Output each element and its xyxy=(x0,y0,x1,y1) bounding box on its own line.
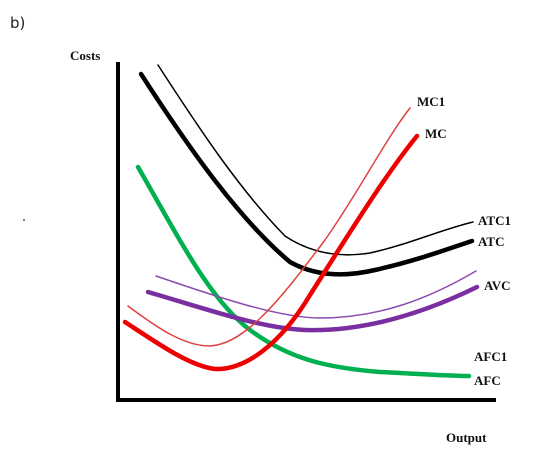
curve-label-atc1: ATC1 xyxy=(478,213,511,228)
x-axis-label: Output xyxy=(446,430,487,445)
curve-label-avc: AVC xyxy=(484,278,511,293)
curve-label-afc: AFC xyxy=(474,373,501,388)
stray-dot xyxy=(23,219,25,221)
part-label: b) xyxy=(10,14,26,32)
avc-curve xyxy=(145,284,480,333)
atc-curve xyxy=(138,71,475,277)
curve-label-mc: MC xyxy=(425,126,447,141)
afc-curve xyxy=(135,164,472,379)
avc1-curve xyxy=(155,270,477,319)
mc-curve xyxy=(122,133,420,372)
curve-label-afc1: AFC1 xyxy=(474,349,507,364)
atc1-curve xyxy=(157,64,474,256)
mc1-curve xyxy=(127,107,411,347)
curve-label-atc: ATC xyxy=(478,234,504,249)
y-axis-label: Costs xyxy=(70,48,100,63)
curve-label-mc1: MC1 xyxy=(417,94,445,109)
